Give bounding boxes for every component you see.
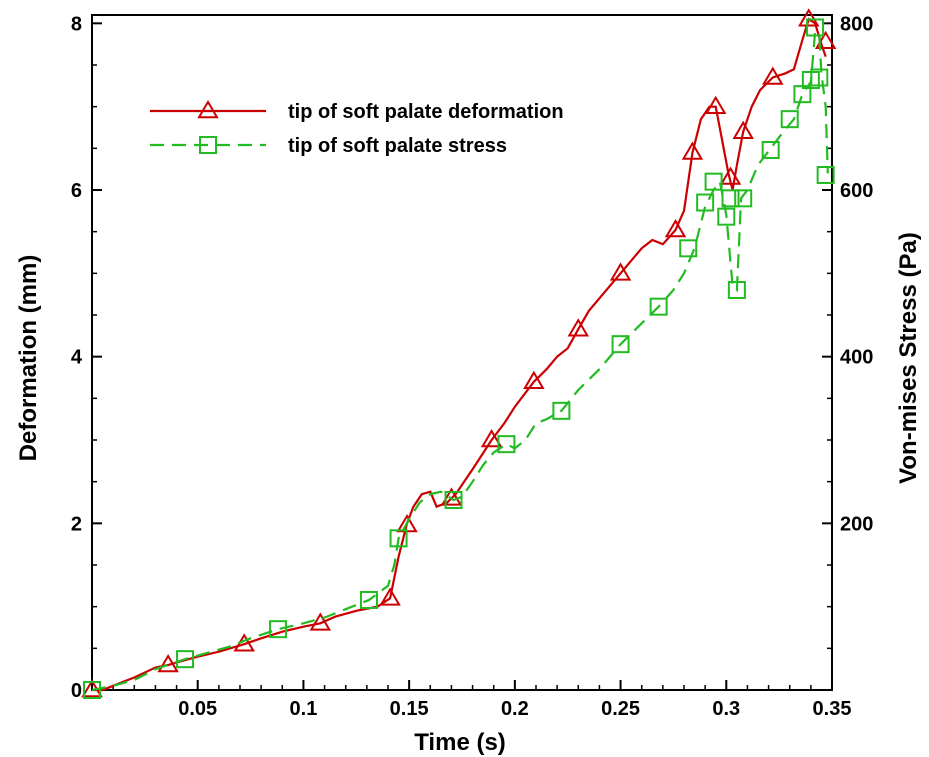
data-point — [797, 8, 820, 27]
series-line — [92, 17, 827, 692]
data-point — [806, 18, 825, 37]
data-point — [704, 95, 727, 114]
y-axis-right: 200 400 600 800 — [822, 13, 873, 650]
x-tick-label: 0.3 — [712, 698, 740, 720]
data-point — [761, 141, 780, 159]
y2-tick-label: 600 — [840, 180, 873, 202]
y-axis-title: Deformation (mm) — [15, 255, 42, 462]
legend-marker — [197, 100, 219, 119]
data-point — [497, 435, 516, 454]
plot-border — [91, 14, 833, 691]
data-point — [704, 172, 723, 191]
data-point — [816, 166, 835, 184]
legend-label: tip of soft palate stress — [288, 135, 507, 157]
data-point — [176, 650, 195, 669]
data-point — [732, 120, 754, 139]
data-point — [762, 66, 784, 85]
y2-tick-label: 400 — [840, 347, 873, 369]
y-tick-label: 8 — [71, 13, 82, 35]
data-point — [359, 591, 378, 609]
x-axis-title: Time (s) — [414, 729, 506, 756]
series-2 — [83, 18, 835, 699]
y2-tick-label: 800 — [840, 13, 873, 35]
data-point — [719, 166, 742, 185]
data-point — [664, 219, 687, 238]
x-axis: 0.05 0.1 0.15 0.2 0.25 0.3 0.35 — [112, 680, 852, 720]
data-point — [440, 487, 463, 506]
series-1 — [81, 8, 837, 698]
data-point — [611, 335, 630, 354]
x-tick-label: 0.35 — [813, 698, 852, 720]
data-point — [780, 110, 799, 129]
x-tick-label: 0.2 — [501, 698, 529, 720]
data-point — [480, 429, 503, 448]
legend-label: tip of soft palate deformation — [288, 101, 564, 123]
data-point — [649, 297, 668, 316]
series-line — [91, 29, 829, 692]
y-tick-label: 0 — [71, 680, 82, 702]
data-point — [309, 612, 332, 631]
data-point — [609, 262, 632, 281]
data-point — [727, 281, 746, 299]
data-point — [679, 239, 698, 258]
legend-marker — [199, 136, 217, 154]
y2-tick-label: 200 — [840, 513, 873, 535]
data-point — [734, 189, 753, 208]
data-point — [83, 681, 101, 699]
y2-axis-title: Von-mises Stress (Pa) — [895, 232, 922, 484]
y-tick-label: 4 — [71, 347, 83, 369]
series-layer — [81, 8, 837, 699]
data-point — [389, 529, 408, 548]
y-tick-label: 6 — [71, 180, 82, 202]
y-tick-label: 2 — [71, 513, 82, 535]
x-tick-label: 0.05 — [178, 698, 217, 720]
x-tick-label: 0.25 — [601, 698, 640, 720]
plot-frame — [91, 14, 833, 691]
data-point — [810, 68, 829, 87]
data-point — [269, 620, 288, 639]
data-point — [721, 189, 740, 208]
data-point — [717, 207, 736, 226]
data-point — [552, 401, 571, 420]
data-point — [567, 318, 590, 337]
x-tick-label: 0.15 — [390, 698, 429, 720]
legend: tip of soft palate deformation tip of sof… — [150, 100, 564, 157]
data-point — [814, 30, 837, 49]
data-point — [379, 587, 401, 606]
data-point — [157, 654, 179, 673]
y-axis-left: 0 2 4 6 8 — [71, 13, 102, 702]
data-point — [523, 370, 545, 389]
data-point — [696, 193, 715, 212]
data-point — [681, 141, 704, 160]
x-tick-label: 0.1 — [290, 698, 318, 720]
data-point — [444, 491, 463, 509]
